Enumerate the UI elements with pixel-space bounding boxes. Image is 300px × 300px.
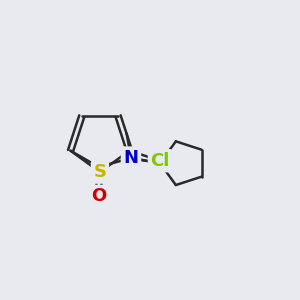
Text: S: S: [93, 163, 106, 181]
Text: O: O: [91, 188, 106, 206]
Text: Cl: Cl: [151, 152, 170, 170]
Text: N: N: [124, 149, 139, 167]
